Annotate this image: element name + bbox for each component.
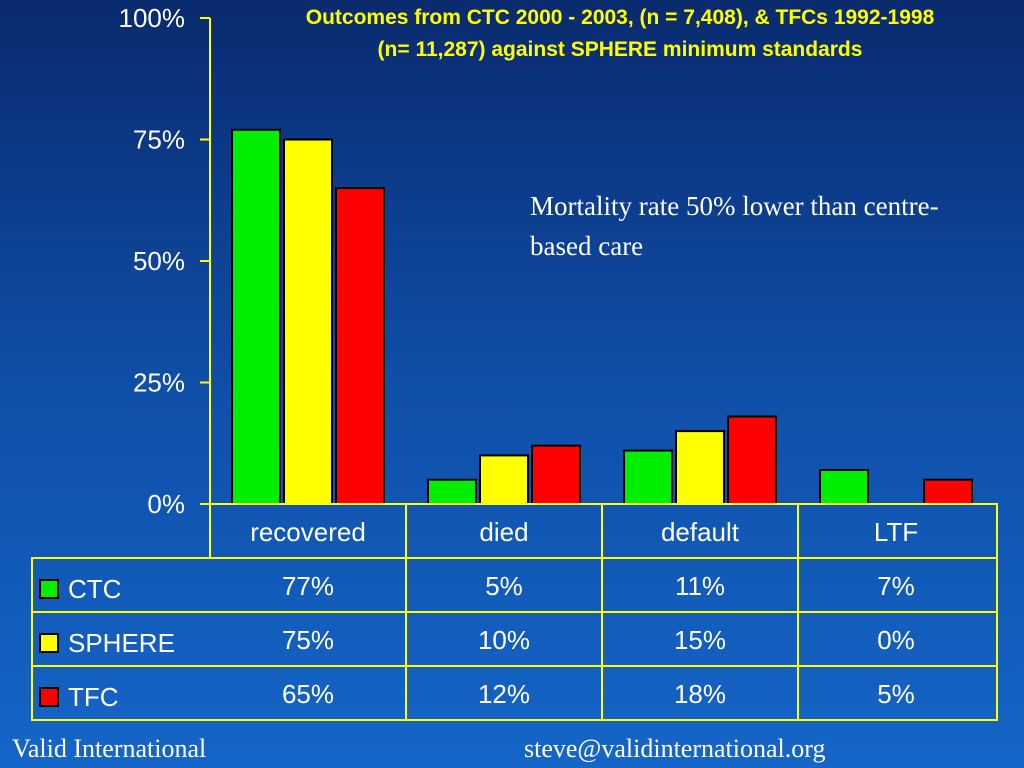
chart-title-line-2: (n= 11,287) against SPHERE minimum stand… — [377, 38, 863, 61]
table-body-frame — [31, 557, 998, 721]
footer-organization: Valid International — [12, 734, 207, 763]
bar-ctc-ltf — [819, 468, 869, 506]
legend-label-sphere: SPHERE — [68, 628, 175, 658]
data-label-ctc-ltf: 7% — [877, 571, 915, 601]
y-tick-label-3: 75% — [133, 125, 185, 155]
legend-swatch-tfc — [39, 687, 59, 707]
x-category-label-recovered: recovered — [250, 517, 366, 547]
bar-sphere-default — [675, 430, 725, 506]
y-tick-label-4: 100% — [119, 3, 186, 33]
data-label-sphere-died: 10% — [478, 625, 530, 655]
y-tick-label-1: 25% — [133, 368, 185, 398]
bar-ctc-died — [427, 478, 477, 506]
data-label-tfc-died: 12% — [478, 679, 530, 709]
y-tick-label-0: 0% — [147, 489, 185, 519]
bar-sphere-recovered — [283, 138, 333, 505]
chart-annotation: Mortality rate 50% lower than centre-bas… — [530, 191, 939, 261]
data-label-sphere-ltf: 0% — [877, 625, 915, 655]
bar-tfc-ltf — [923, 478, 973, 506]
bar-ctc-default — [623, 449, 673, 506]
bar-tfc-recovered — [335, 187, 385, 505]
footer-email[interactable]: steve@validinternational.org — [524, 734, 826, 763]
y-tick-label-2: 50% — [133, 246, 185, 276]
x-category-label-ltf: LTF — [874, 517, 918, 547]
data-label-ctc-recovered: 77% — [282, 571, 334, 601]
legend-label-tfc: TFC — [68, 682, 119, 712]
data-label-sphere-recovered: 75% — [282, 625, 334, 655]
data-label-sphere-default: 15% — [674, 625, 726, 655]
data-label-tfc-ltf: 5% — [877, 679, 915, 709]
data-label-ctc-died: 5% — [485, 571, 523, 601]
legend-swatch-sphere — [39, 633, 59, 653]
bar-sphere-died — [479, 454, 529, 505]
data-label-ctc-default: 11% — [675, 571, 725, 601]
data-label-tfc-default: 18% — [674, 679, 726, 709]
data-label-tfc-recovered: 65% — [282, 679, 334, 709]
bar-ctc-recovered — [231, 128, 281, 505]
bar-tfc-died — [531, 444, 581, 505]
chart-title-line-1: Outcomes from CTC 2000 - 2003, (n = 7,40… — [305, 6, 935, 29]
bar-tfc-default — [727, 415, 777, 505]
legend-swatch-ctc — [39, 579, 59, 599]
legend-label-ctc: CTC — [68, 574, 121, 604]
x-category-label-died: died — [479, 517, 528, 547]
x-category-label-default: default — [661, 517, 740, 547]
